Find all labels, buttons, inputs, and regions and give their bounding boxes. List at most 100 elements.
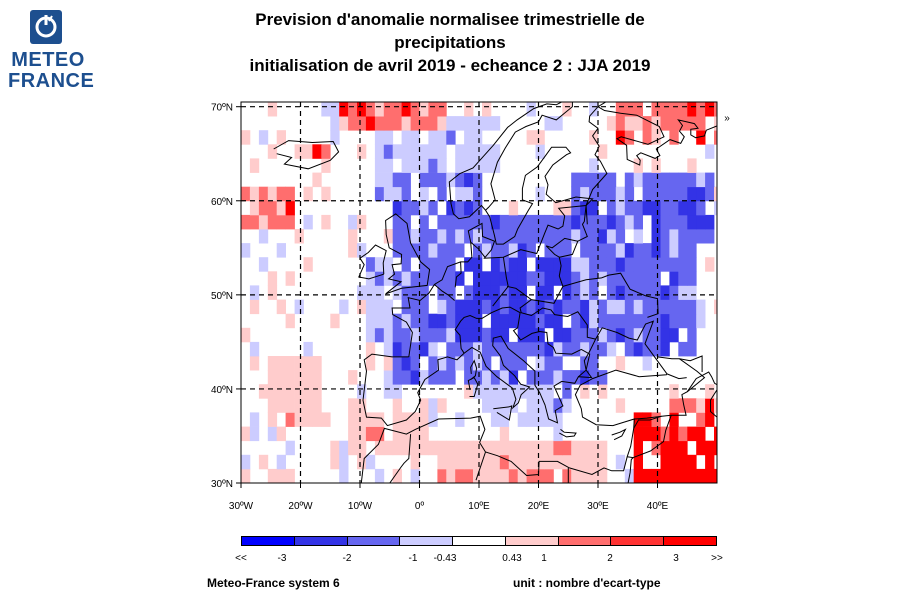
anomaly-cell	[571, 172, 581, 188]
anomaly-cell	[348, 370, 358, 385]
anomaly-cell	[651, 102, 661, 117]
anomaly-cell	[553, 257, 563, 272]
anomaly-cell	[419, 412, 429, 427]
anomaly-cell	[687, 285, 697, 300]
anomaly-cell	[437, 454, 447, 470]
anomaly-cell	[669, 454, 679, 470]
anomaly-cell	[669, 271, 679, 286]
anomaly-cell	[392, 200, 402, 216]
anomaly-cell	[660, 102, 670, 117]
coastline	[467, 376, 479, 397]
anomaly-cell	[464, 384, 474, 399]
anomaly-cell	[642, 299, 652, 315]
anomaly-cell	[696, 412, 706, 427]
anomaly-cell	[303, 257, 313, 272]
anomaly-cell	[535, 384, 545, 399]
anomaly-cell	[642, 172, 652, 188]
title-line-1: Prevision d'anomalie normalisee trimestr…	[255, 10, 645, 29]
anomaly-cell	[589, 186, 599, 202]
anomaly-cell	[303, 356, 313, 371]
colorbar-swatch	[400, 537, 454, 545]
anomaly-cell	[714, 102, 717, 117]
anomaly-cell	[526, 384, 536, 399]
anomaly-cell	[294, 229, 304, 244]
anomaly-cell	[571, 214, 581, 230]
anomaly-cell	[615, 285, 626, 300]
anomaly-cell	[589, 356, 599, 371]
anomaly-cell	[437, 229, 447, 244]
anomaly-cell	[249, 341, 260, 357]
anomaly-cell	[241, 426, 251, 442]
anomaly-cell	[660, 186, 670, 202]
anomaly-cell	[499, 285, 510, 300]
anomaly-cell	[687, 158, 697, 173]
anomaly-cell	[464, 313, 474, 329]
anomaly-cell	[258, 454, 269, 470]
anomaly-cell	[464, 257, 474, 272]
anomaly-cell	[553, 440, 563, 456]
anomaly-cell	[714, 398, 717, 413]
anomaly-cell	[285, 440, 295, 456]
anomaly-cell	[446, 130, 456, 145]
anomaly-cell	[419, 313, 429, 329]
anomaly-cell	[669, 398, 679, 413]
anomaly-cell	[615, 454, 626, 470]
anomaly-cell	[580, 285, 590, 300]
anomaly-cell	[464, 370, 474, 385]
anomaly-cell	[544, 229, 554, 244]
anomaly-cell	[517, 327, 527, 343]
anomaly-cell	[651, 200, 661, 216]
coastline	[559, 205, 588, 258]
anomaly-cell	[687, 102, 697, 117]
colorbar-label: -1	[408, 553, 418, 564]
anomaly-cell	[473, 327, 483, 343]
anomaly-cell	[598, 327, 608, 343]
anomaly-cell	[714, 468, 717, 483]
anomaly-cell	[642, 313, 652, 329]
anomaly-cell	[705, 384, 715, 399]
anomaly-cell	[428, 158, 438, 173]
anomaly-cell	[660, 313, 670, 329]
anomaly-cell	[669, 214, 679, 230]
anomaly-cell	[383, 116, 394, 131]
anomaly-cell	[535, 412, 545, 427]
anomaly-cell	[562, 200, 572, 216]
anomaly-cell	[517, 257, 527, 272]
anomaly-cell	[303, 341, 313, 357]
anomaly-cell	[598, 243, 608, 258]
anomaly-cell	[669, 313, 679, 329]
anomaly-cell	[437, 285, 447, 300]
anomaly-cell	[276, 130, 286, 145]
anomaly-cell	[446, 271, 456, 286]
anomaly-cell	[410, 285, 420, 300]
anomaly-cell	[321, 186, 331, 202]
anomaly-cell	[633, 102, 643, 117]
anomaly-cell	[482, 398, 492, 413]
anomaly-cell	[633, 426, 643, 442]
anomaly-cell	[526, 299, 536, 315]
anomaly-cell	[455, 243, 465, 258]
anomaly-cell	[669, 200, 679, 216]
anomaly-cell	[580, 214, 590, 230]
anomaly-cell	[499, 426, 510, 442]
anomaly-cell	[473, 271, 483, 286]
anomaly-cell	[678, 214, 688, 230]
anomaly-cell	[446, 468, 456, 483]
anomaly-cell	[705, 454, 715, 470]
anomaly-cell	[678, 229, 688, 244]
anomaly-cell	[598, 172, 608, 188]
anomaly-cell	[499, 356, 510, 371]
anomaly-cell	[490, 285, 501, 300]
anomaly-cell	[249, 186, 260, 202]
anomaly-cell	[669, 468, 679, 483]
anomaly-cell	[446, 257, 456, 272]
anomaly-cell	[437, 116, 447, 131]
anomaly-cell	[437, 186, 447, 202]
anomaly-cell	[633, 116, 643, 131]
anomaly-cell	[642, 356, 652, 371]
anomaly-cell	[294, 412, 304, 427]
anomaly-cell	[687, 229, 697, 244]
anomaly-cell	[526, 454, 536, 470]
anomaly-cell	[482, 243, 492, 258]
anomaly-cell	[464, 285, 474, 300]
